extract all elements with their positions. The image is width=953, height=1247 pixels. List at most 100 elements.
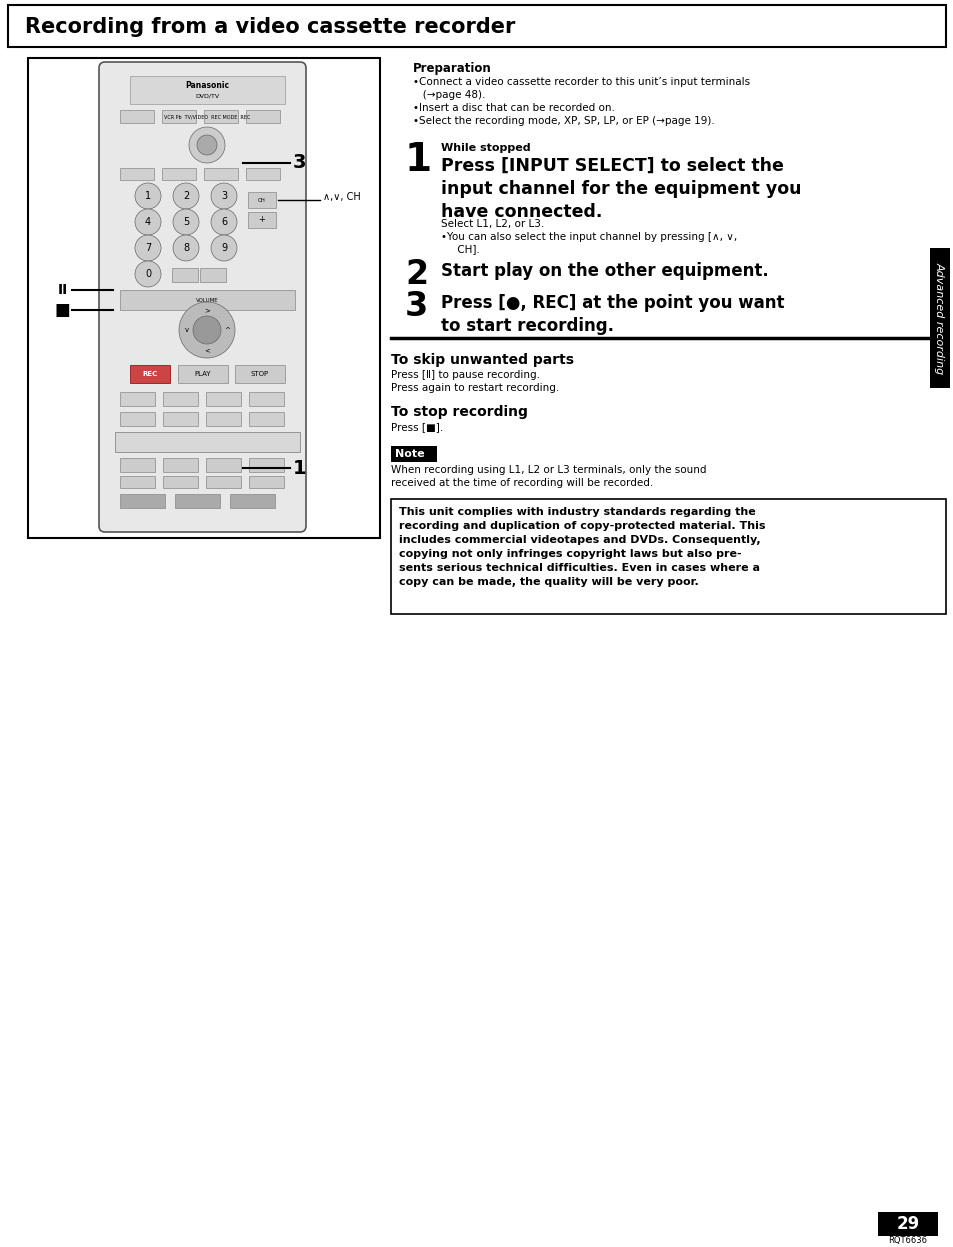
Text: II: II <box>58 283 69 297</box>
Text: While stopped: While stopped <box>440 143 530 153</box>
Bar <box>120 291 294 311</box>
Bar <box>877 1212 937 1236</box>
Text: 7: 7 <box>145 243 151 253</box>
Text: Note: Note <box>395 449 424 459</box>
FancyBboxPatch shape <box>99 62 306 532</box>
Bar <box>120 476 154 488</box>
Text: •Connect a video cassette recorder to this unit’s input terminals: •Connect a video cassette recorder to th… <box>413 77 749 87</box>
Circle shape <box>135 209 161 234</box>
Text: 1: 1 <box>293 459 306 478</box>
Text: 3: 3 <box>293 153 306 172</box>
Bar <box>163 458 198 473</box>
Text: STOP: STOP <box>251 372 269 377</box>
Bar <box>120 168 153 180</box>
Circle shape <box>172 234 199 261</box>
Text: (→page 48).: (→page 48). <box>413 90 485 100</box>
Text: Press [Ⅱ] to pause recording.: Press [Ⅱ] to pause recording. <box>391 370 539 380</box>
Text: +: + <box>258 216 265 224</box>
Bar <box>120 412 154 426</box>
Circle shape <box>172 209 199 234</box>
Bar <box>206 476 241 488</box>
Text: PLAY: PLAY <box>194 372 212 377</box>
Text: Press again to restart recording.: Press again to restart recording. <box>391 383 558 393</box>
Text: 1: 1 <box>405 141 432 180</box>
Text: 5: 5 <box>183 217 189 227</box>
Text: Panasonic: Panasonic <box>185 81 229 90</box>
Circle shape <box>135 183 161 209</box>
Bar <box>163 476 198 488</box>
Bar <box>206 458 241 473</box>
Text: •You can also select the input channel by pressing [∧, ∨,
     CH].: •You can also select the input channel b… <box>440 232 737 253</box>
Bar <box>162 168 195 180</box>
Text: VCR Pb  TV/VIDEO  REC MODE  REC: VCR Pb TV/VIDEO REC MODE REC <box>164 115 250 120</box>
Bar <box>8 5 945 47</box>
Text: 4: 4 <box>145 217 151 227</box>
Text: v: v <box>185 327 189 333</box>
Bar <box>174 494 220 508</box>
Bar <box>163 412 198 426</box>
Bar <box>246 110 280 123</box>
Text: Recording from a video cassette recorder: Recording from a video cassette recorder <box>25 17 515 37</box>
Bar <box>249 476 284 488</box>
Text: 1: 1 <box>145 191 151 201</box>
Bar <box>248 192 275 208</box>
Bar <box>234 365 285 383</box>
Text: REC: REC <box>142 372 157 377</box>
Text: 2: 2 <box>405 258 428 291</box>
Text: ■: ■ <box>54 301 70 319</box>
Circle shape <box>135 234 161 261</box>
Text: Preparation: Preparation <box>413 62 491 75</box>
Circle shape <box>189 127 225 163</box>
Text: Start play on the other equipment.: Start play on the other equipment. <box>440 262 768 281</box>
Text: 8: 8 <box>183 243 189 253</box>
Bar <box>178 365 228 383</box>
Bar <box>246 168 280 180</box>
Circle shape <box>196 135 216 155</box>
Bar <box>391 499 945 614</box>
Text: <: < <box>204 347 210 353</box>
Circle shape <box>135 261 161 287</box>
Bar <box>120 458 154 473</box>
Bar <box>120 392 154 407</box>
Text: ^: ^ <box>224 327 230 333</box>
Bar <box>162 110 195 123</box>
Bar <box>248 212 275 228</box>
Bar <box>929 248 949 388</box>
Text: 0: 0 <box>145 269 151 279</box>
Circle shape <box>193 315 221 344</box>
Bar <box>172 268 198 282</box>
Text: Press [■].: Press [■]. <box>391 421 443 431</box>
Text: Select L1, L2, or L3.: Select L1, L2, or L3. <box>440 219 543 229</box>
Circle shape <box>211 234 236 261</box>
Text: •Insert a disc that can be recorded on.: •Insert a disc that can be recorded on. <box>413 104 615 113</box>
Text: VOLUME: VOLUME <box>195 298 218 303</box>
Bar <box>120 494 165 508</box>
Text: 3: 3 <box>405 291 428 323</box>
Text: DVD/TV: DVD/TV <box>194 94 219 99</box>
Bar <box>163 392 198 407</box>
Text: RQT6636: RQT6636 <box>887 1237 926 1246</box>
Bar <box>28 59 379 537</box>
Text: •Select the recording mode, XP, SP, LP, or EP (→page 19).: •Select the recording mode, XP, SP, LP, … <box>413 116 714 126</box>
Bar <box>249 412 284 426</box>
Text: To skip unwanted parts: To skip unwanted parts <box>391 353 574 367</box>
Bar <box>115 431 299 451</box>
Text: ∧,∨, CH: ∧,∨, CH <box>323 192 360 202</box>
Bar <box>120 110 153 123</box>
Text: 3: 3 <box>221 191 227 201</box>
Text: To stop recording: To stop recording <box>391 405 527 419</box>
Text: Press [INPUT SELECT] to select the
input channel for the equipment you
have conn: Press [INPUT SELECT] to select the input… <box>440 157 801 221</box>
Bar <box>206 412 241 426</box>
Bar <box>130 76 285 104</box>
Circle shape <box>211 209 236 234</box>
Text: 2: 2 <box>183 191 189 201</box>
Text: CH: CH <box>258 197 266 202</box>
Bar <box>249 392 284 407</box>
Bar <box>249 458 284 473</box>
Text: Press [●, REC] at the point you want
to start recording.: Press [●, REC] at the point you want to … <box>440 294 783 335</box>
Bar <box>230 494 274 508</box>
Bar <box>204 168 237 180</box>
Bar <box>391 446 436 461</box>
Text: 29: 29 <box>896 1215 919 1233</box>
Text: Advanced recording: Advanced recording <box>934 262 944 374</box>
